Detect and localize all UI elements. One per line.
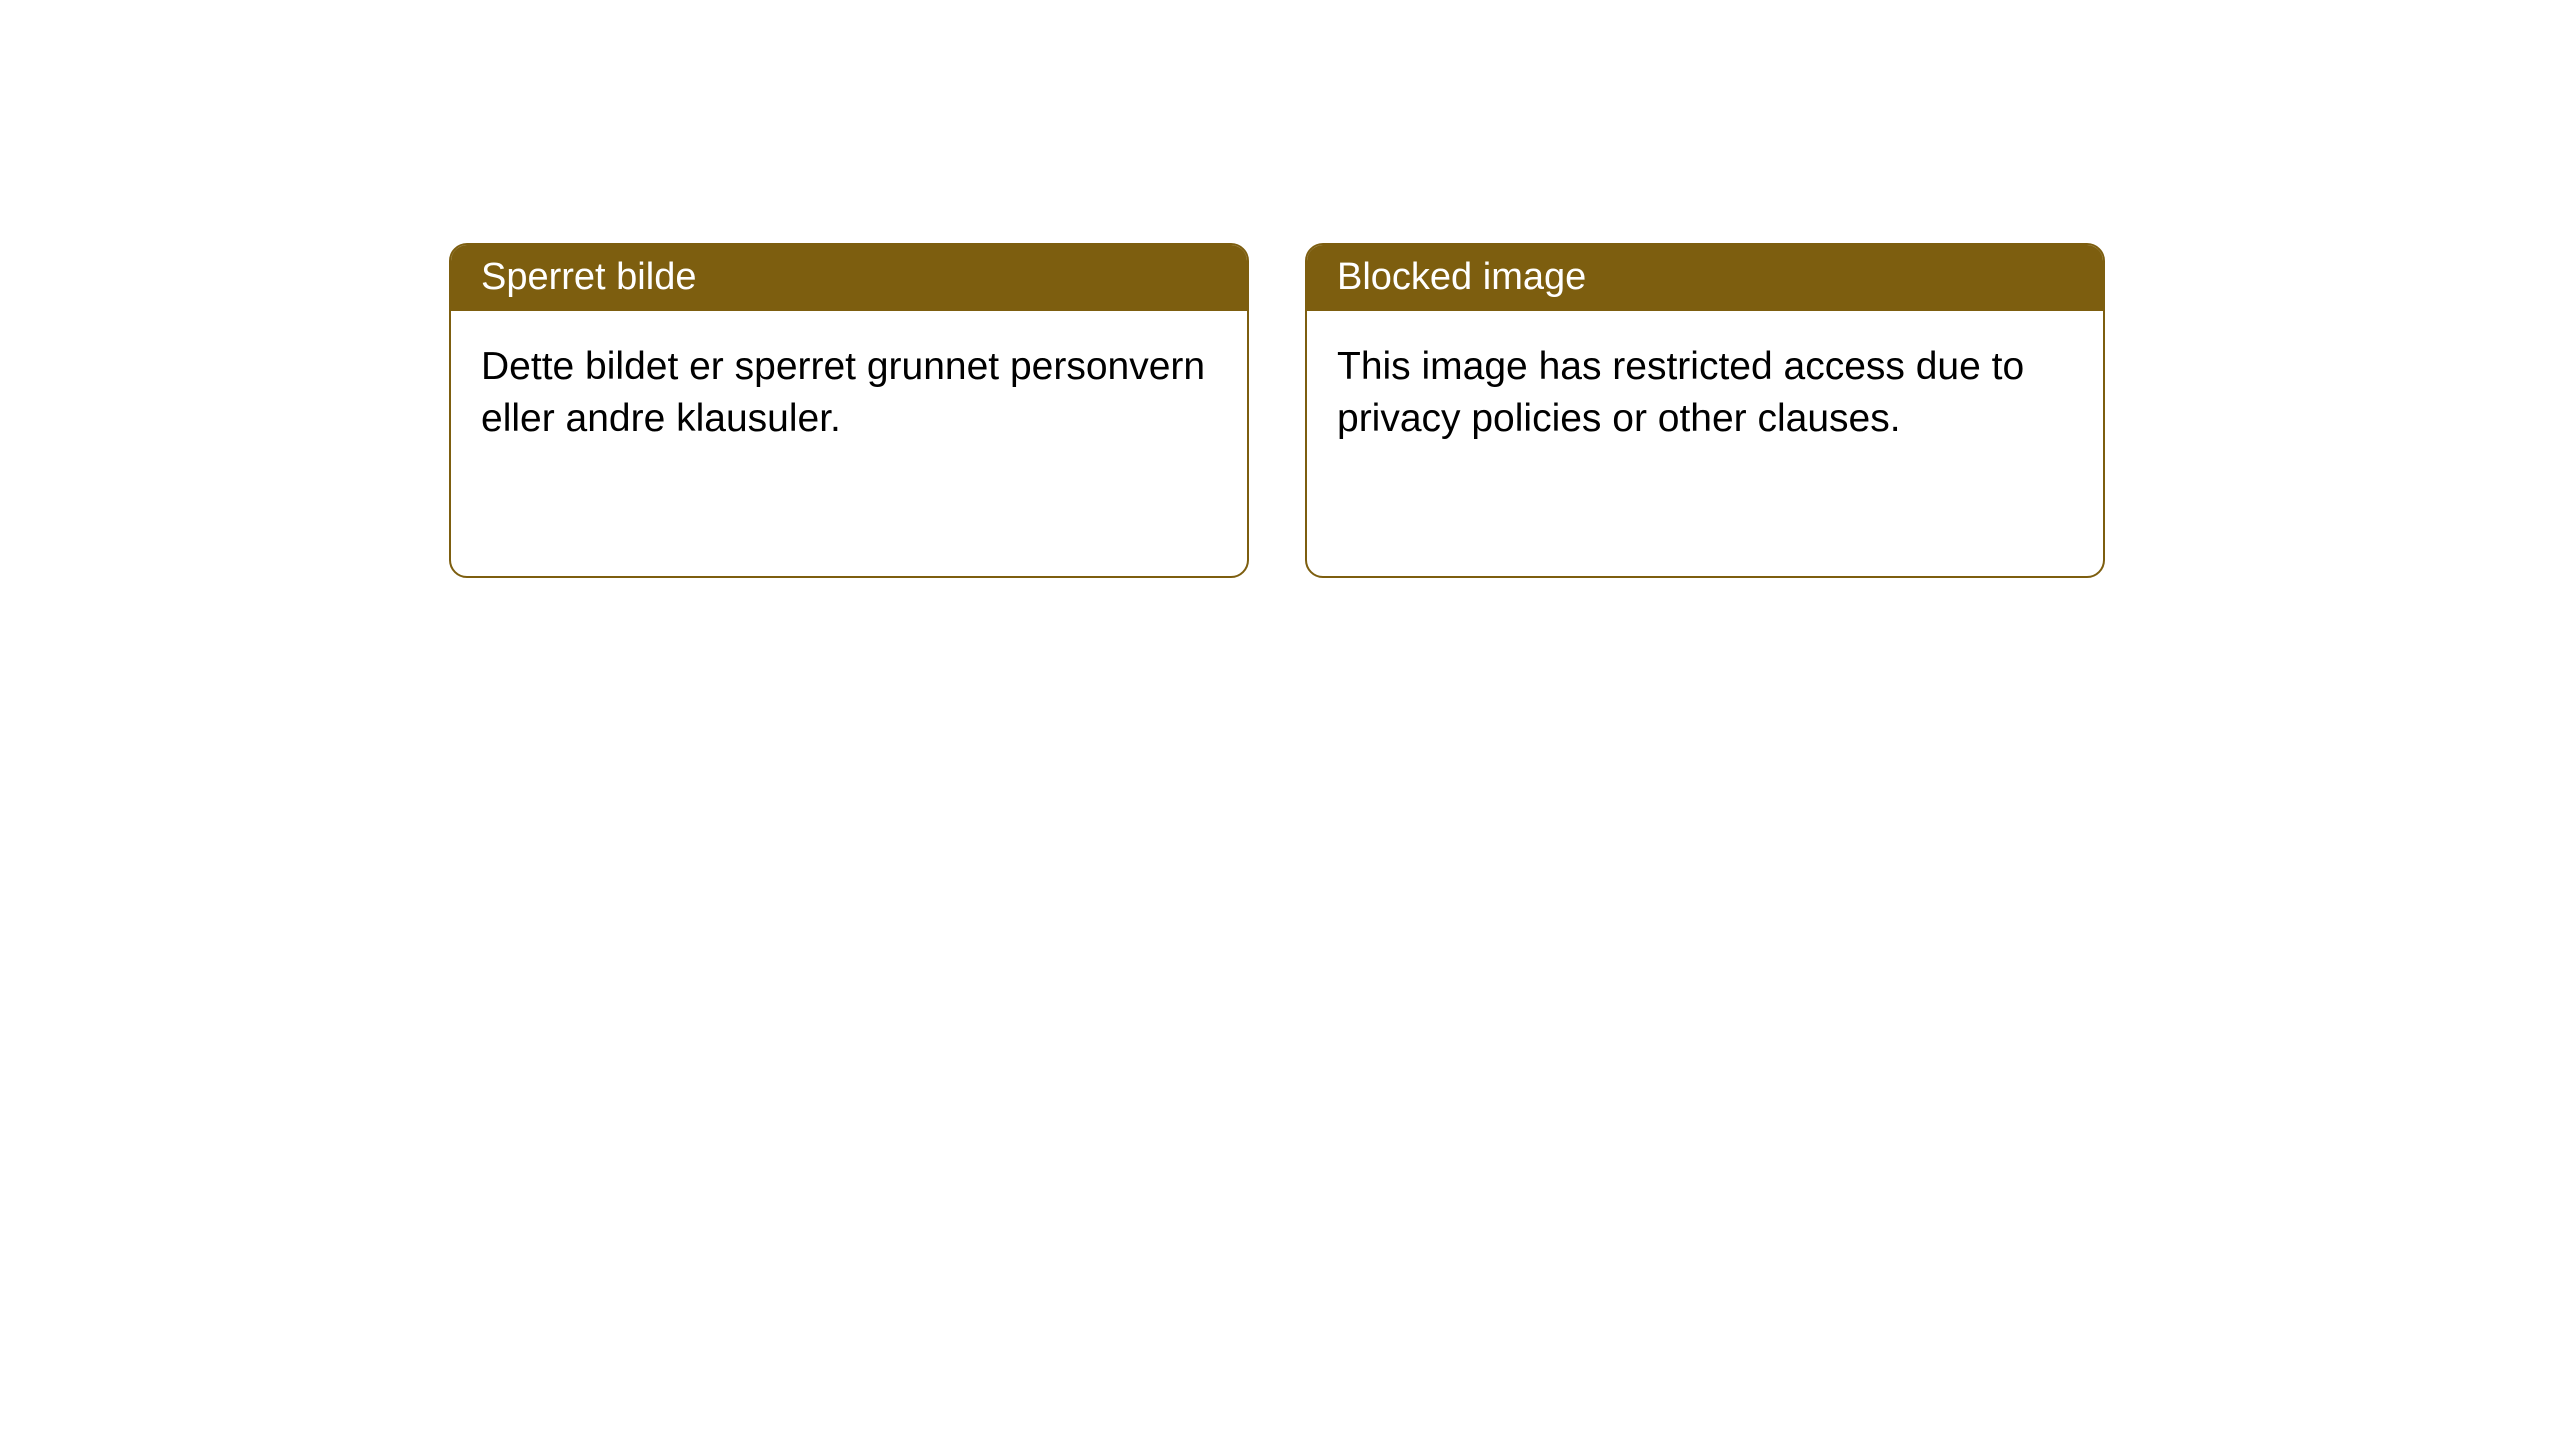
card-container: Sperret bilde Dette bildet er sperret gr…	[449, 243, 2105, 578]
blocked-image-card-en: Blocked image This image has restricted …	[1305, 243, 2105, 578]
card-body-en: This image has restricted access due to …	[1307, 311, 2103, 476]
blocked-image-card-no: Sperret bilde Dette bildet er sperret gr…	[449, 243, 1249, 578]
card-header-en: Blocked image	[1307, 245, 2103, 311]
card-body-no: Dette bildet er sperret grunnet personve…	[451, 311, 1247, 476]
card-header-no: Sperret bilde	[451, 245, 1247, 311]
